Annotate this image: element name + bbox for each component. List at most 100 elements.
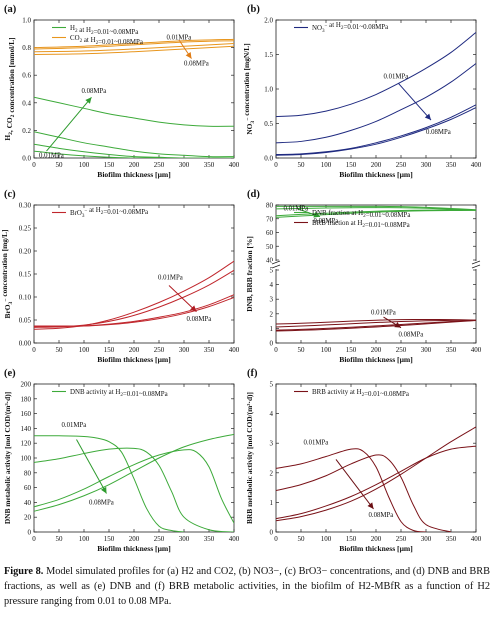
y-tick-label: 0.5 — [264, 120, 273, 128]
y-tick-label: 1.5 — [264, 51, 273, 59]
pressure-annotation: 0.01MPa — [284, 206, 309, 213]
series-line-green-0 — [34, 435, 185, 532]
x-tick-label: 100 — [321, 346, 332, 354]
x-tick-label: 150 — [346, 161, 357, 169]
x-tick-label: 100 — [321, 535, 332, 543]
x-tick-label: 150 — [104, 161, 115, 169]
series-line-darkred-2 — [276, 319, 476, 331]
plot-frame — [275, 383, 477, 533]
y-tick-label: 4 — [270, 281, 274, 289]
x-tick-label: 400 — [229, 161, 240, 169]
x-tick-label: 50 — [298, 161, 306, 169]
x-axis-label: Biofilm thickness [μm] — [339, 355, 413, 364]
x-tick-label: 100 — [79, 346, 90, 354]
annotation-arrow-shaft — [46, 96, 92, 152]
axis-break-mark — [471, 260, 481, 265]
series-line-navy-2 — [276, 104, 476, 156]
panel-label: (e) — [4, 368, 16, 379]
series-line-green-4 — [34, 96, 234, 127]
x-tick-label: 150 — [346, 535, 357, 543]
y-tick-label: 40 — [24, 499, 32, 507]
pressure-annotation: 0.01MPa — [39, 152, 64, 159]
legend-entry: BRB activity at H2=0.01~0.08MPa — [312, 389, 409, 398]
legend-entry: H2 at H2=0.01~0.08MPa — [70, 25, 138, 36]
x-tick-label: 200 — [371, 161, 382, 169]
series-line-navy-0 — [276, 32, 476, 118]
pressure-annotation: 0.08MPa — [426, 129, 451, 136]
pressure-annotation: 0.08MPa — [399, 331, 424, 338]
caption-label: Figure 8. — [4, 566, 44, 577]
x-tick-label: 250 — [396, 535, 407, 543]
series-line-orange-1 — [34, 40, 234, 50]
x-tick-label: 150 — [104, 535, 115, 543]
pressure-annotation: 0.01MPa — [371, 310, 396, 317]
x-tick-label: 400 — [229, 346, 240, 354]
y-tick-label: 0 — [270, 340, 274, 348]
annotation-arrow-head — [394, 321, 401, 328]
series-group — [34, 433, 234, 532]
plot-frame — [275, 19, 477, 159]
series-line-navy-1 — [276, 63, 476, 144]
series-line-green-6 — [34, 143, 234, 158]
series-group — [34, 260, 234, 330]
axis-break-mark — [271, 260, 281, 265]
axis-break-mark — [271, 264, 281, 269]
x-tick-label: 150 — [346, 346, 357, 354]
x-tick-label: 400 — [471, 346, 482, 354]
y-tick-label: 5 — [270, 381, 274, 389]
x-tick-label: 50 — [56, 346, 64, 354]
y-tick-label: 0.0 — [22, 155, 31, 163]
series-group — [276, 32, 476, 156]
y-tick-label: 5 — [270, 267, 274, 275]
y-tick-label: 20 — [24, 514, 32, 522]
x-axis-label: Biofilm thickness [μm] — [97, 544, 171, 553]
series-line-orange-3 — [34, 45, 234, 55]
x-tick-label: 0 — [32, 535, 36, 543]
y-tick-label: 0.05 — [19, 317, 32, 325]
legend-entry: DNB activity at H2=0.01~0.08MPa — [70, 389, 168, 398]
chart-panel-b: (b) 0 50 100 150 200 250 300 350 400 Biofilm thick… — [242, 4, 482, 179]
y-tick-label: 0.30 — [19, 202, 32, 210]
y-tick-label: 60 — [266, 229, 274, 237]
series-line-darkred-3 — [276, 426, 476, 522]
annotation-arrow-shaft — [398, 83, 432, 121]
x-axis-label: Biofilm thickness [μm] — [97, 355, 171, 364]
series-group — [276, 205, 476, 332]
series-line-green-7 — [34, 150, 234, 158]
y-tick-label: 0.4 — [22, 99, 31, 107]
pressure-annotation: 0.08MPa — [184, 61, 209, 68]
y-tick-label: 3 — [270, 440, 274, 448]
y-tick-label: 1 — [270, 499, 274, 507]
y-axis-label: H2, CO2 concentration [mmol/L] — [3, 37, 16, 140]
series-line-darkred-1 — [276, 454, 452, 532]
pressure-annotation: 0.08MPa — [314, 218, 339, 225]
y-tick-label: 70 — [266, 215, 274, 223]
series-line-green-2 — [276, 209, 476, 217]
series-group — [276, 426, 476, 532]
x-tick-label: 400 — [471, 161, 482, 169]
y-tick-label: 4 — [270, 410, 274, 418]
x-axis-label: Biofilm thickness [μm] — [339, 544, 413, 553]
x-tick-label: 100 — [321, 161, 332, 169]
x-tick-label: 50 — [298, 346, 306, 354]
annotation-arrow-head — [185, 51, 192, 59]
y-tick-label: 0.10 — [19, 294, 32, 302]
x-tick-label: 250 — [154, 346, 165, 354]
legend-entry: DNB fraction at H2=0.01~0.08MPa — [312, 210, 410, 219]
chart-panel-c: (c) 0 50 100 150 200 250 300 350 400 Biofilm thick… — [0, 189, 240, 364]
series-line-green-5 — [34, 131, 234, 158]
annotation-arrow-head — [190, 305, 197, 312]
annotation-arrow-head — [313, 211, 320, 218]
panel-label: (a) — [4, 4, 17, 15]
series-line-darkred-2 — [276, 445, 476, 520]
pressure-annotation: 0.01MPa — [384, 74, 409, 81]
x-tick-label: 0 — [32, 346, 36, 354]
series-line-navy-3 — [276, 107, 476, 156]
pressure-annotation: 0.08MPa — [89, 500, 114, 507]
y-tick-label: 120 — [21, 440, 32, 448]
x-tick-label: 250 — [154, 161, 165, 169]
annotation-arrow-head — [85, 97, 92, 104]
x-tick-label: 350 — [446, 535, 457, 543]
